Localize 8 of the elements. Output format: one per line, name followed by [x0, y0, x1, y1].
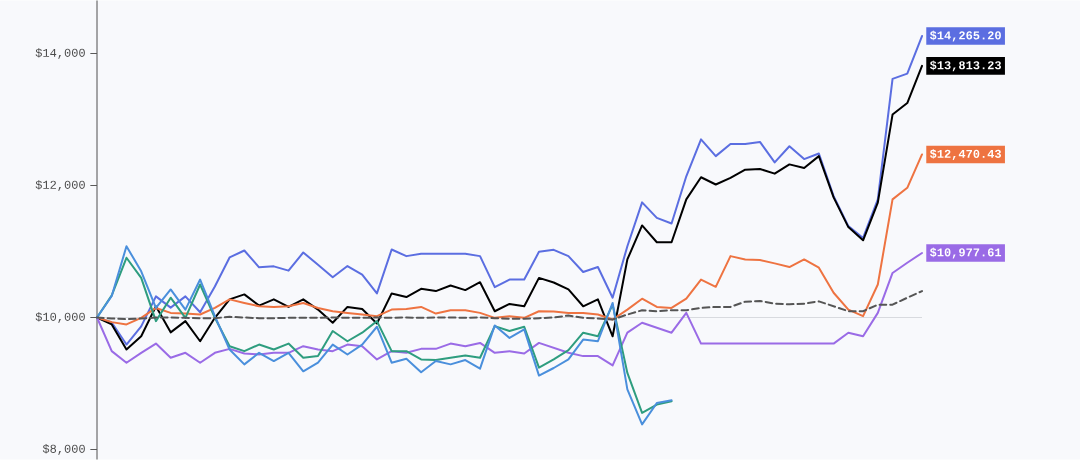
y-tick-label: $8,000: [42, 443, 85, 455]
data-label: $12,470.43: [930, 148, 1001, 160]
data-label: $14,265.20: [930, 30, 1001, 42]
y-tick-label: $12,000: [35, 179, 85, 191]
y-tick-label: $10,000: [35, 311, 85, 323]
data-label: $10,977.61: [930, 247, 1002, 259]
data-label: $13,813.23: [930, 60, 1001, 72]
y-tick-label: $14,000: [35, 47, 85, 59]
